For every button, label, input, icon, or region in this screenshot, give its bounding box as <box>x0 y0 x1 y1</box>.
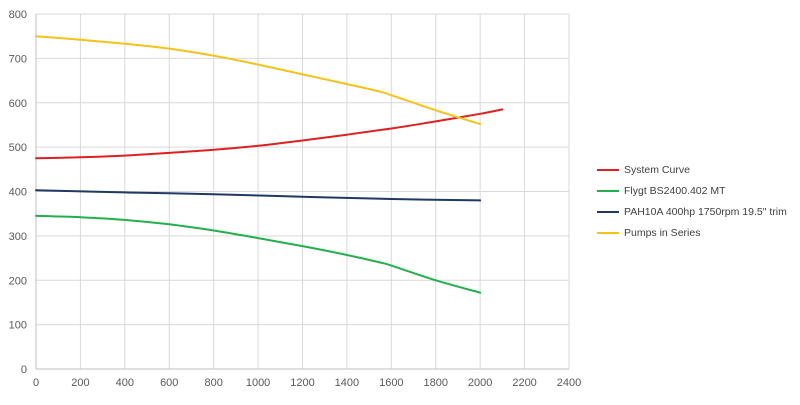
legend-item-pah10a[interactable]: PAH10A 400hp 1750rpm 19.5" trim <box>597 201 797 222</box>
legend-label-flygt: Flygt BS2400.402 MT <box>624 184 726 197</box>
y-tick-label-100: 100 <box>9 320 27 332</box>
legend-label-pumps-in-series: Pumps in Series <box>624 226 701 239</box>
y-tick-label-700: 700 <box>9 53 27 65</box>
x-tick-label-2400: 2400 <box>557 377 581 389</box>
series-line-flygt-bs2400-402-mt[interactable] <box>35 214 482 294</box>
x-tick-label-600: 600 <box>160 377 178 389</box>
x-tick-label-2000: 2000 <box>468 377 492 389</box>
y-tick-label-800: 800 <box>9 9 27 21</box>
y-tick-label-200: 200 <box>9 275 27 287</box>
y-tick-label-500: 500 <box>9 142 27 154</box>
legend-item-pumps-in-series[interactable]: Pumps in Series <box>597 222 797 243</box>
series-line-pumps-in-series[interactable] <box>35 35 482 126</box>
x-tick-label-400: 400 <box>116 377 134 389</box>
series-line-system-curve[interactable] <box>35 108 504 160</box>
legend-item-flygt[interactable]: Flygt BS2400.402 MT <box>597 180 797 201</box>
y-tick-label-0: 0 <box>21 364 27 376</box>
legend-label-pah10a: PAH10A 400hp 1750rpm 19.5" trim <box>624 205 787 218</box>
x-tick-label-2200: 2200 <box>512 377 536 389</box>
x-tick-label-200: 200 <box>71 377 89 389</box>
legend-swatch-system-curve <box>597 168 619 171</box>
x-tick-label-0: 0 <box>33 377 39 389</box>
legend-swatch-flygt <box>597 189 619 192</box>
y-tick-label-400: 400 <box>9 187 27 199</box>
x-tick-label-1800: 1800 <box>424 377 448 389</box>
axes <box>35 14 569 370</box>
y-tick-label-600: 600 <box>9 98 27 110</box>
x-tick-label-1000: 1000 <box>246 377 270 389</box>
x-tick-labels: 0 200 400 600 800 1000 1200 1400 1600 1800 2000 220… <box>33 377 581 389</box>
legend-item-system-curve[interactable]: System Curve <box>597 159 797 180</box>
x-tick-label-1200: 1200 <box>290 377 314 389</box>
series-line-pah10a-400hp-1750rpm-19-5-trim[interactable] <box>35 189 482 202</box>
legend: System Curve Flygt BS2400.402 MT PAH10A … <box>597 159 797 243</box>
x-tick-label-800: 800 <box>204 377 222 389</box>
y-tick-label-300: 300 <box>9 231 27 243</box>
legend-swatch-pumps-in-series <box>597 231 619 234</box>
legend-swatch-pah10a <box>597 210 619 213</box>
series-layer <box>35 35 504 294</box>
x-tick-label-1400: 1400 <box>335 377 359 389</box>
legend-label-system-curve: System Curve <box>624 163 690 176</box>
x-tick-label-1600: 1600 <box>379 377 403 389</box>
y-tick-labels: 0 100 200 300 400 500 600 700 800 <box>9 9 27 376</box>
